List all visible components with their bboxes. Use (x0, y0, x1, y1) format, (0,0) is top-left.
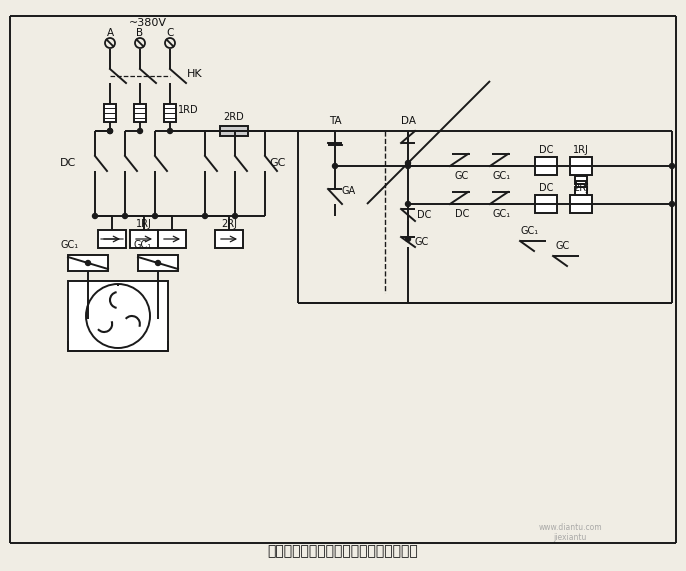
Circle shape (167, 128, 172, 134)
Circle shape (152, 214, 158, 219)
Text: GC₁: GC₁ (521, 226, 539, 236)
Text: GC: GC (270, 158, 286, 168)
Circle shape (137, 128, 143, 134)
Text: DC: DC (60, 158, 76, 168)
Circle shape (333, 163, 338, 168)
Text: 2RJ: 2RJ (221, 219, 237, 229)
Circle shape (405, 163, 410, 168)
Text: A: A (106, 28, 114, 38)
Bar (158, 230, 186, 248)
Circle shape (405, 236, 410, 242)
Text: HK: HK (187, 69, 203, 79)
Bar (575, 176, 587, 184)
Text: GA: GA (342, 186, 356, 196)
Text: DC: DC (539, 183, 553, 193)
Bar (68, 255, 108, 271)
Bar (535, 157, 557, 175)
Circle shape (123, 214, 128, 219)
Bar (570, 195, 592, 213)
Text: GC₁: GC₁ (493, 209, 511, 219)
Text: ~380V: ~380V (129, 18, 167, 28)
Bar (68, 281, 168, 351)
Circle shape (93, 214, 97, 219)
Text: GC: GC (556, 241, 570, 251)
Text: DC: DC (539, 145, 553, 155)
Circle shape (405, 202, 410, 207)
Text: TA: TA (329, 116, 342, 126)
Bar (130, 230, 158, 248)
Text: 2RD: 2RD (224, 112, 244, 122)
Text: GC₁: GC₁ (493, 171, 511, 181)
Text: DA: DA (401, 116, 416, 126)
Text: 1RD: 1RD (178, 105, 198, 115)
Circle shape (670, 163, 674, 168)
Text: DC: DC (455, 209, 469, 219)
Bar (138, 255, 178, 271)
Text: 双速电动机用三个接触器的变速控制线路: 双速电动机用三个接触器的变速控制线路 (268, 544, 418, 558)
Bar (220, 126, 248, 136)
Circle shape (108, 128, 113, 134)
Circle shape (670, 202, 674, 207)
Text: GC₁: GC₁ (61, 240, 79, 250)
Text: B: B (137, 28, 143, 38)
Text: GC: GC (415, 237, 429, 247)
Bar (575, 187, 587, 195)
Text: DC: DC (417, 210, 431, 220)
Bar (98, 230, 126, 248)
Circle shape (108, 128, 113, 134)
Text: C: C (166, 28, 174, 38)
Bar (215, 230, 243, 248)
Bar (164, 104, 176, 122)
Bar (535, 195, 557, 213)
Bar (134, 104, 146, 122)
Bar (576, 181, 586, 189)
Text: 2RJ: 2RJ (573, 183, 589, 193)
Bar (104, 104, 116, 122)
Text: GC₁: GC₁ (134, 240, 152, 250)
Text: GC: GC (455, 171, 469, 181)
Text: jiexiantu: jiexiantu (554, 533, 587, 541)
Circle shape (202, 214, 207, 219)
Text: 1RJ: 1RJ (573, 145, 589, 155)
Circle shape (233, 214, 237, 219)
Bar (570, 157, 592, 175)
Circle shape (86, 260, 91, 266)
Circle shape (156, 260, 161, 266)
Text: 1RJ: 1RJ (136, 219, 152, 229)
Circle shape (405, 160, 410, 166)
Text: www.diantu.com: www.diantu.com (539, 522, 602, 532)
